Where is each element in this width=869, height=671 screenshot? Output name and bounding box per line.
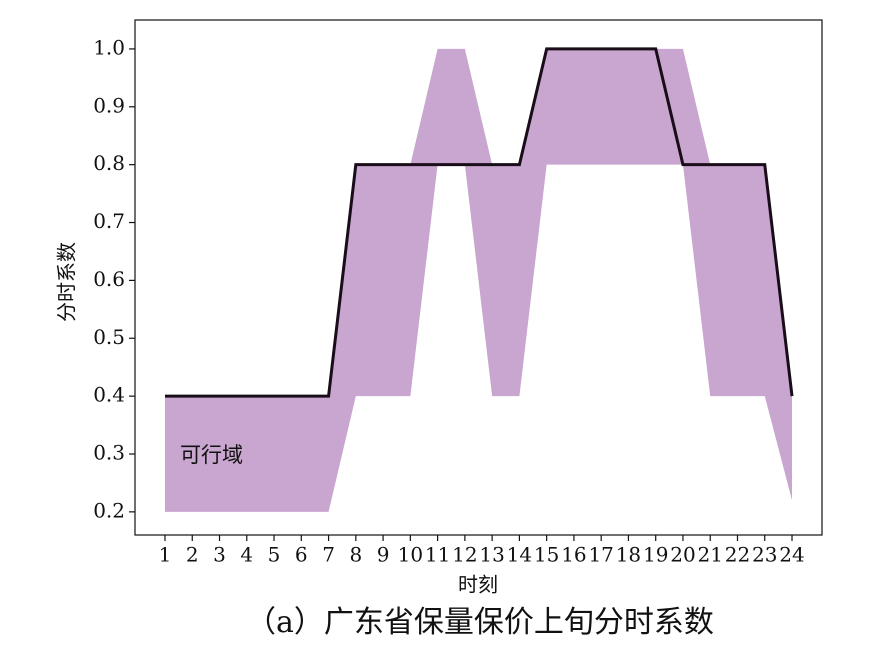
- x-tick-label: 23: [752, 543, 777, 567]
- x-tick-label: 11: [425, 543, 450, 567]
- x-tick-label: 4: [240, 543, 253, 567]
- annotation: 可行域: [180, 443, 243, 467]
- y-tick-label: 0.3: [93, 440, 125, 464]
- x-tick-label: 18: [616, 543, 641, 567]
- x-tick-label: 17: [588, 543, 613, 567]
- x-tick-label: 20: [670, 543, 695, 567]
- x-tick-label: 2: [186, 543, 199, 567]
- x-tick-label: 13: [479, 543, 504, 567]
- line: [164, 47, 794, 398]
- y-tick-label: 0.4: [93, 383, 125, 407]
- x-tick-label: 1: [159, 543, 172, 567]
- x-tick-label: 19: [643, 543, 668, 567]
- x-tick-label: 16: [561, 543, 586, 567]
- x-tick-label: 8: [349, 543, 362, 567]
- y-tick-label: 1.0: [93, 35, 125, 59]
- x-tick-label: 9: [377, 543, 390, 567]
- x-tick-label: 14: [507, 543, 532, 567]
- feasible-region: [164, 48, 793, 512]
- y-axis-label: 分时系数: [55, 242, 79, 322]
- plot-frame: [134, 19, 823, 536]
- y-tick-label: 0.2: [93, 498, 125, 522]
- x-axis-label: 时刻: [458, 573, 498, 597]
- caption: （a）广东省保量保价上旬分时系数: [246, 605, 714, 640]
- y-tick-label: 0.6: [93, 267, 125, 291]
- y-tick-label: 0.8: [93, 151, 125, 175]
- y-tick-label: 0.9: [93, 93, 125, 117]
- y-tick-label: 0.5: [93, 325, 125, 349]
- x-tick-label: 15: [534, 543, 559, 567]
- x-tick-label: 22: [725, 543, 750, 567]
- x-tick-label: 21: [697, 543, 722, 567]
- x-tick-label: 6: [295, 543, 308, 567]
- x-tick-label: 3: [213, 543, 226, 567]
- x-tick-label: 10: [398, 543, 423, 567]
- x-tick-label: 7: [322, 543, 335, 567]
- x-tick-label: 5: [268, 543, 281, 567]
- x-tick-label: 12: [452, 543, 477, 567]
- y-tick-label: 0.7: [93, 209, 125, 233]
- x-tick-label: 24: [779, 543, 804, 567]
